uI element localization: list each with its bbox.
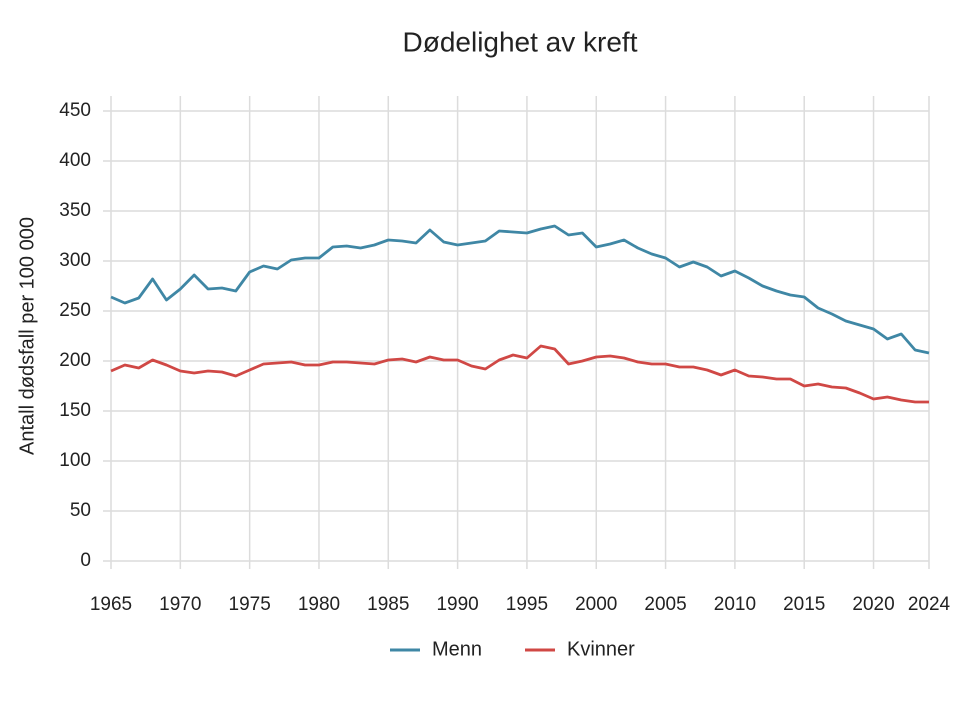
x-tick-label: 2020 xyxy=(852,594,894,615)
x-tick-label: 1980 xyxy=(298,594,340,615)
y-axis-label: Antall dødsfall per 100 000 xyxy=(16,217,38,455)
legend-label: Kvinner xyxy=(567,638,635,660)
y-tick-label: 350 xyxy=(59,200,91,221)
y-tick-label: 50 xyxy=(70,500,91,521)
y-tick-label: 250 xyxy=(59,300,91,321)
y-tick-label: 100 xyxy=(59,450,91,471)
y-tick-label: 450 xyxy=(59,100,91,121)
x-tick-label: 1995 xyxy=(506,594,548,615)
x-tick-label: 2024 xyxy=(908,594,951,615)
x-tick-label: 1970 xyxy=(159,594,201,615)
x-tick-label: 1975 xyxy=(229,594,271,615)
x-tick-label: 1985 xyxy=(367,594,409,615)
line xyxy=(110,344,929,404)
y-tick-label: 0 xyxy=(80,550,91,571)
line xyxy=(110,224,930,355)
x-tick-label: 2000 xyxy=(575,594,617,615)
chart-title: Dødelighet av kreft xyxy=(403,26,638,57)
x-tick-label: 1965 xyxy=(90,594,132,615)
y-tick-label: 300 xyxy=(59,250,91,271)
y-tick-label: 200 xyxy=(59,350,91,371)
legend-label: Menn xyxy=(432,638,482,660)
y-tick-label: 400 xyxy=(59,150,91,171)
x-tick-label: 2005 xyxy=(644,594,686,615)
x-tick-label: 1990 xyxy=(436,594,478,615)
y-tick-label: 150 xyxy=(59,400,91,421)
x-tick-label: 2010 xyxy=(714,594,756,615)
x-tick-label: 2015 xyxy=(783,594,825,615)
